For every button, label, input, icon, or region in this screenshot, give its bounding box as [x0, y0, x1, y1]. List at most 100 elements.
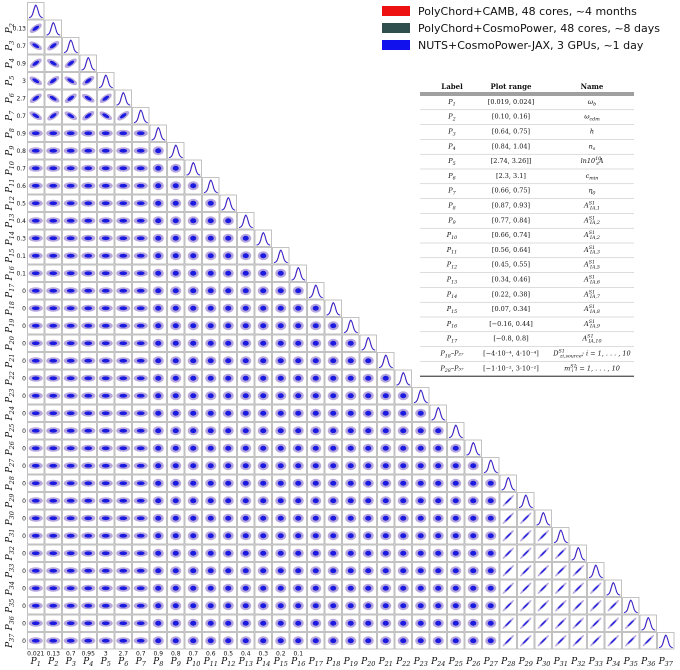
- y-tick-label: 0: [22, 428, 26, 435]
- posterior-1d: [518, 494, 533, 508]
- contour-inner: [470, 568, 477, 574]
- param-label: P32: [5, 546, 16, 561]
- contour-inner: [225, 340, 232, 346]
- contour-inner: [119, 183, 128, 188]
- contour-inner: [172, 463, 179, 469]
- param-label: P30: [5, 511, 16, 526]
- contour-inner: [84, 288, 93, 293]
- contour-inner: [84, 621, 93, 626]
- contour-inner: [225, 603, 232, 609]
- contour-inner: [172, 620, 179, 626]
- posterior-1d: [396, 371, 411, 386]
- posterior-1d: [553, 529, 568, 543]
- contour-inner: [101, 201, 110, 206]
- contour-inner: [119, 288, 128, 293]
- contour-inner: [136, 498, 145, 503]
- contour-inner: [32, 113, 40, 119]
- contour-inner: [470, 463, 477, 469]
- contour-inner: [312, 620, 319, 626]
- contour-inner: [172, 585, 179, 591]
- contour-inner: [207, 498, 214, 504]
- table-label: P7: [447, 187, 456, 197]
- contour-inner: [452, 515, 459, 521]
- contour-inner: [365, 568, 372, 574]
- contour-inner: [312, 340, 319, 346]
- contour-inner: [225, 498, 232, 504]
- contour-inner: [312, 533, 319, 539]
- contour-inner: [101, 288, 110, 293]
- contour-inner: [260, 463, 267, 469]
- contour-inner: [435, 445, 442, 451]
- contour-inner: [592, 637, 599, 644]
- contour-inner: [242, 480, 249, 486]
- legend-label: PolyChord+CosmoPower, 48 cores, ~8 days: [418, 22, 660, 35]
- contour-inner: [172, 410, 179, 416]
- contour-inner: [400, 568, 407, 574]
- posterior-1d: [588, 564, 603, 578]
- param-label: P12: [220, 657, 235, 668]
- contour-inner: [172, 603, 179, 609]
- table-label: P11: [446, 246, 457, 256]
- contour-inner: [312, 568, 319, 574]
- table-label: P12: [446, 261, 457, 271]
- contour-inner: [136, 446, 145, 451]
- contour-inner: [49, 43, 57, 49]
- table-name: AS1 IA,10: [581, 334, 601, 345]
- contour-inner: [101, 463, 110, 468]
- contour-inner: [312, 463, 319, 469]
- param-label: P7: [5, 110, 16, 122]
- contour-inner: [260, 393, 267, 399]
- table-label: P5: [447, 157, 455, 167]
- contour-inner: [101, 131, 110, 136]
- contour-inner: [101, 271, 110, 276]
- param-label: P26: [5, 441, 16, 456]
- contour-inner: [382, 515, 389, 521]
- contour-inner: [452, 498, 459, 504]
- contour-inner: [66, 183, 75, 188]
- contour-inner: [84, 463, 93, 468]
- contour-inner: [84, 498, 93, 503]
- contour-inner: [190, 410, 197, 416]
- param-label: P36: [640, 657, 655, 668]
- contour-inner: [31, 236, 40, 241]
- contour-inner: [260, 323, 267, 329]
- contour-inner: [522, 585, 529, 592]
- contour-inner: [295, 550, 302, 556]
- contour-inner: [119, 498, 128, 503]
- contour-inner: [31, 201, 40, 206]
- contour-inner: [522, 532, 529, 539]
- contour-inner: [417, 445, 424, 451]
- contour-inner: [190, 585, 197, 591]
- contour-inner: [242, 620, 249, 626]
- contour-inner: [522, 637, 529, 644]
- y-tick-label: 0.1: [16, 253, 26, 260]
- contour-inner: [312, 550, 319, 556]
- contour-inner: [172, 183, 179, 189]
- contour-inner: [172, 358, 179, 364]
- contour-inner: [155, 585, 162, 591]
- contour-inner: [49, 78, 57, 84]
- contour-inner: [49, 166, 58, 171]
- contour-inner: [330, 445, 337, 451]
- contour-inner: [295, 638, 302, 644]
- param-label: P6: [117, 657, 128, 668]
- contour-inner: [101, 446, 110, 451]
- table-header: Label: [441, 82, 463, 91]
- param-label: P25: [448, 657, 463, 668]
- contour-inner: [49, 253, 58, 258]
- contour-inner: [260, 533, 267, 539]
- contour-inner: [522, 620, 529, 627]
- y-tick-label: 0.9: [16, 130, 26, 137]
- contour-inner: [225, 235, 232, 241]
- x-tick-label: 0.9: [153, 651, 163, 658]
- contour-inner: [66, 253, 75, 258]
- contour-inner: [505, 532, 512, 539]
- contour-inner: [277, 620, 284, 626]
- posterior-1d: [168, 144, 183, 158]
- table-range: [0.66, 0.74]: [492, 231, 530, 239]
- contour-inner: [277, 638, 284, 644]
- table-range: [−0.16, 0.44]: [489, 320, 533, 328]
- contour-inner: [452, 550, 459, 556]
- contour-inner: [382, 375, 389, 381]
- contour-inner: [49, 498, 58, 503]
